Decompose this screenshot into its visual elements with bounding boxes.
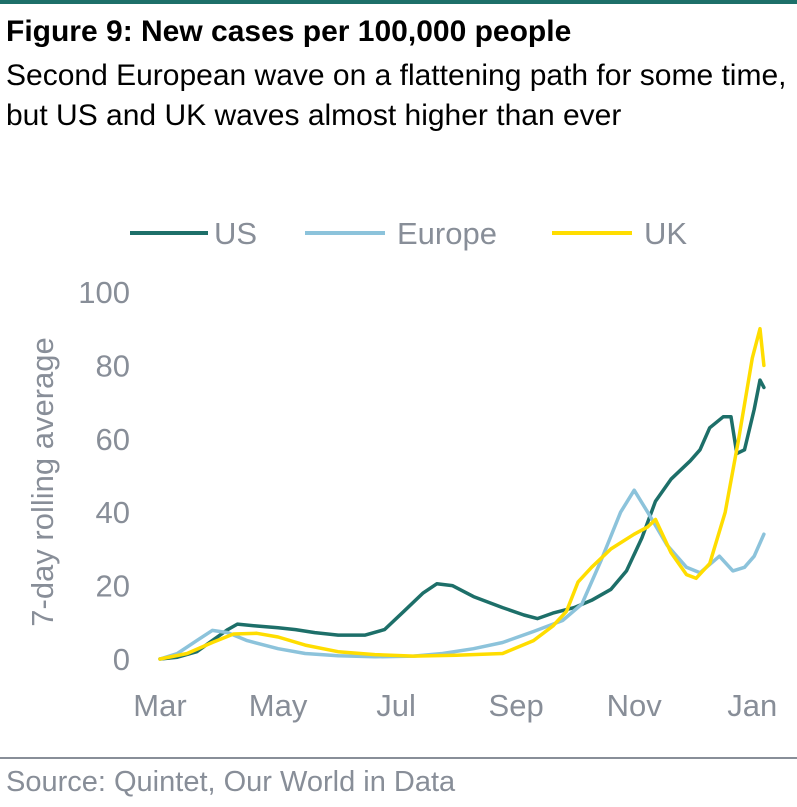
top-rule: [0, 0, 797, 4]
source-note: Source: Quintet, Our World in Data: [6, 766, 456, 798]
y-tick-label: 100: [78, 275, 130, 310]
bottom-rule: [0, 757, 797, 759]
page-subtitle: Second European wave on a flattening pat…: [6, 59, 787, 132]
y-tick-label: 0: [113, 642, 130, 677]
y-axis-label: 7-day rolling average: [25, 337, 60, 627]
page-title: Figure 9: New cases per 100,000 people: [6, 15, 572, 48]
legend-label-europe: Europe: [397, 216, 497, 251]
x-tick-label: May: [249, 688, 308, 723]
legend-label-uk: UK: [644, 216, 687, 251]
series-line-uk: [158, 326, 766, 661]
x-tick-label: Jul: [376, 688, 416, 723]
x-tick-label: Mar: [133, 688, 186, 723]
y-tick-label: 20: [96, 569, 130, 604]
y-tick-label: 80: [96, 348, 130, 383]
x-tick-label: Nov: [607, 688, 663, 723]
legend-label-us: US: [214, 216, 257, 251]
y-tick-label: 60: [96, 422, 130, 457]
x-tick-label: Sep: [489, 688, 544, 723]
x-tick-label: Jan: [727, 688, 777, 723]
y-tick-label: 40: [96, 495, 130, 530]
series-line-us: [158, 378, 766, 661]
